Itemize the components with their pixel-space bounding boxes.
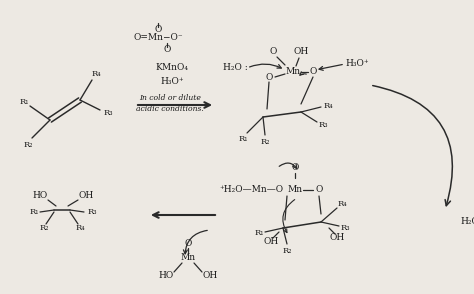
Text: O: O <box>265 74 273 83</box>
Text: R₄: R₄ <box>75 224 85 232</box>
Text: R₃: R₃ <box>87 208 97 216</box>
Text: R₁: R₁ <box>19 98 29 106</box>
Text: OH: OH <box>293 48 309 56</box>
Text: O: O <box>310 68 317 76</box>
Text: OH: OH <box>202 271 218 280</box>
Text: R₁: R₁ <box>238 135 248 143</box>
Text: R₂: R₂ <box>282 247 292 255</box>
Text: HO: HO <box>32 191 47 201</box>
Text: O: O <box>292 163 299 173</box>
Text: OH: OH <box>78 191 94 201</box>
Text: O: O <box>164 46 171 54</box>
Text: R₂: R₂ <box>39 224 49 232</box>
Text: R₄: R₄ <box>323 102 333 110</box>
Text: R₁: R₁ <box>254 229 264 237</box>
Text: R₂: R₂ <box>260 138 270 146</box>
Text: ⁺H₂O—Mn—O: ⁺H₂O—Mn—O <box>219 186 283 195</box>
Text: KMnO₄: KMnO₄ <box>155 64 189 73</box>
Text: R₁: R₁ <box>29 208 39 216</box>
Text: O: O <box>155 26 162 34</box>
Text: O: O <box>184 238 191 248</box>
Text: R₂: R₂ <box>23 141 33 149</box>
Text: OH: OH <box>329 233 345 243</box>
Text: OH: OH <box>264 238 279 246</box>
Text: HO: HO <box>158 271 173 280</box>
FancyArrowPatch shape <box>373 86 452 206</box>
Text: R₃: R₃ <box>318 121 328 129</box>
Text: Mn: Mn <box>285 68 301 76</box>
Text: H₃O⁺: H₃O⁺ <box>160 78 184 86</box>
Text: R₄: R₄ <box>91 70 101 78</box>
Text: R₃: R₃ <box>103 109 113 117</box>
Text: H₂O: H₂O <box>460 218 474 226</box>
Text: O=Mn−O⁻: O=Mn−O⁻ <box>133 34 183 43</box>
Text: In cold or dilute: In cold or dilute <box>139 94 201 102</box>
Text: H₃O⁺: H₃O⁺ <box>345 59 369 69</box>
Text: R₄: R₄ <box>337 200 347 208</box>
Text: O: O <box>315 186 323 195</box>
Text: O: O <box>269 48 277 56</box>
Text: R₃: R₃ <box>340 224 350 232</box>
Text: Mn: Mn <box>287 186 302 195</box>
Text: H₂O :: H₂O : <box>223 64 247 73</box>
Text: acidic conditions.: acidic conditions. <box>136 105 204 113</box>
Text: Mn: Mn <box>181 253 196 263</box>
